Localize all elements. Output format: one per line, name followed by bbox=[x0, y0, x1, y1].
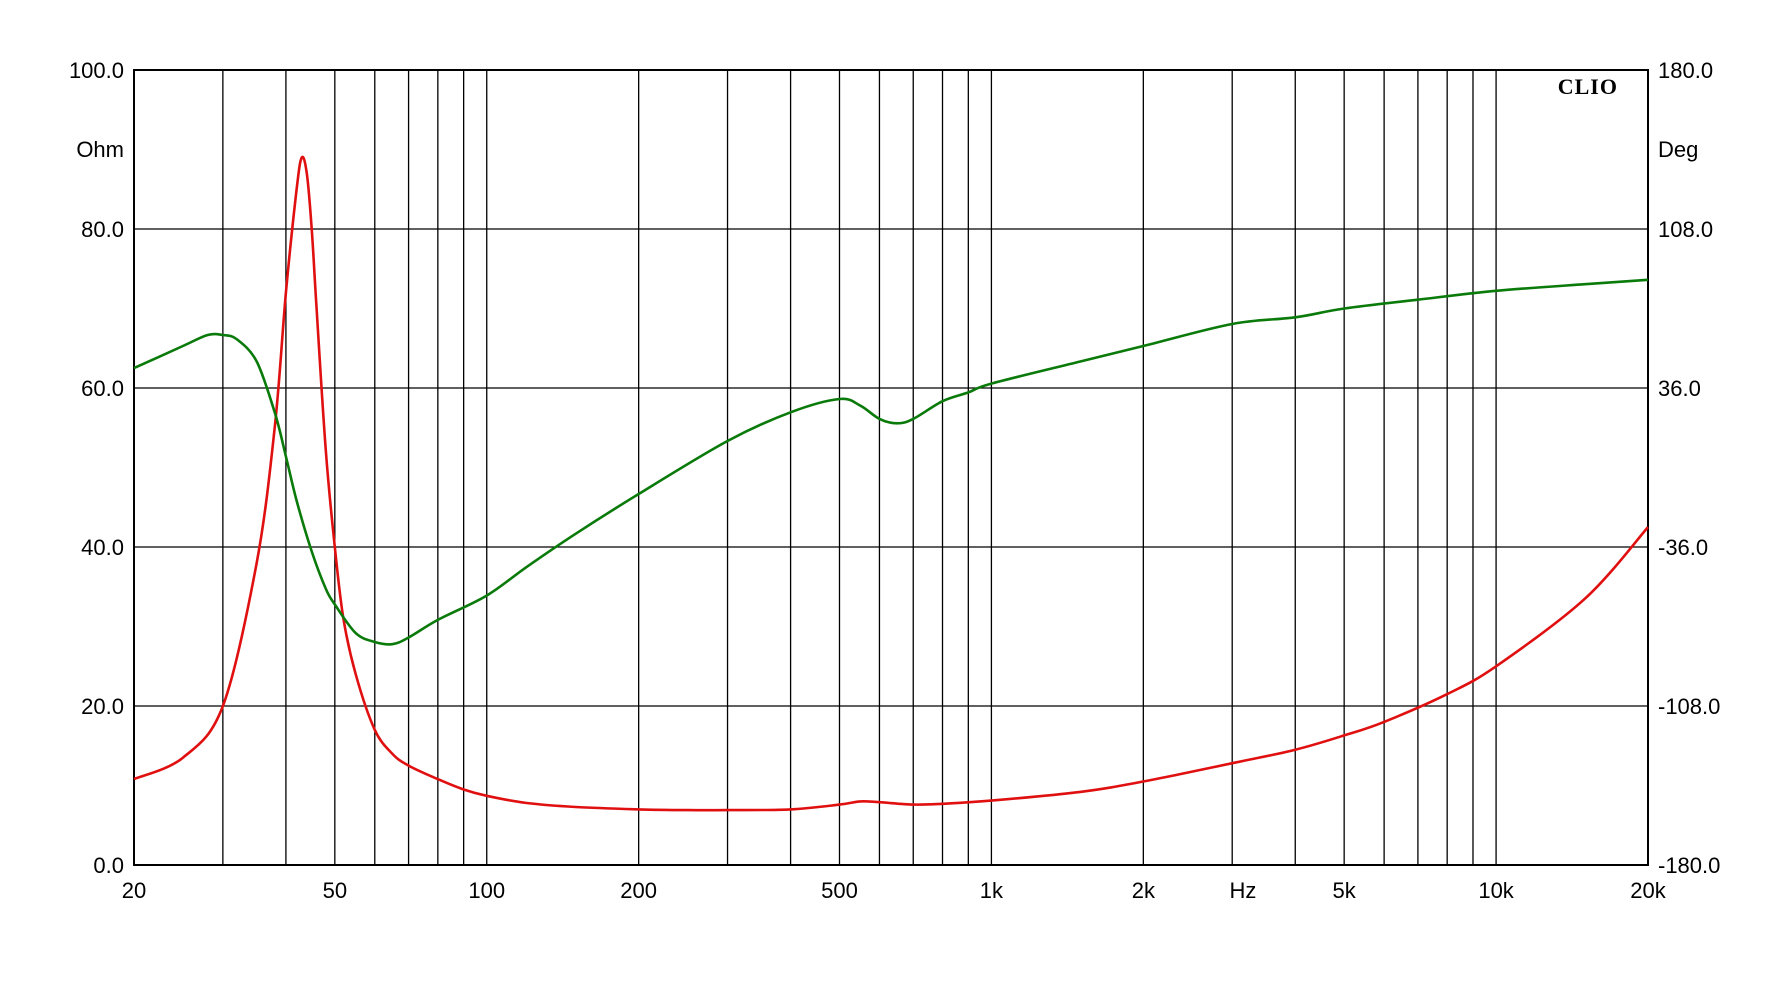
y-right-tick-labels: -180.0 -108.0 -36.0 36.0 108.0 180.0 bbox=[1658, 58, 1720, 878]
y-left-tick-label: 40.0 bbox=[81, 535, 124, 560]
y-right-tick-label: 36.0 bbox=[1658, 376, 1701, 401]
right-axis-unit: Deg bbox=[1658, 137, 1698, 162]
y-left-tick-label: 100.0 bbox=[69, 58, 124, 83]
left-axis-unit: Ohm bbox=[76, 137, 124, 162]
y-right-tick-label: 180.0 bbox=[1658, 58, 1713, 83]
y-gridlines bbox=[134, 228, 1648, 707]
x-tick-label: 20 bbox=[122, 878, 146, 903]
y-right-tick-label: -36.0 bbox=[1658, 535, 1708, 560]
x-tick-label: 20k bbox=[1630, 878, 1666, 903]
x-axis-unit: Hz bbox=[1229, 878, 1256, 903]
y-left-tick-label: 80.0 bbox=[81, 217, 124, 242]
x-gridlines bbox=[222, 70, 1649, 865]
x-tick-label: 200 bbox=[620, 878, 657, 903]
clio-logo: CLIO bbox=[1558, 74, 1618, 99]
x-tick-label: 50 bbox=[323, 878, 347, 903]
phase-series-line bbox=[133, 278, 1649, 646]
y-right-tick-label: -180.0 bbox=[1658, 853, 1720, 878]
y-left-tick-label: 60.0 bbox=[81, 376, 124, 401]
y-left-tick-label: 20.0 bbox=[81, 694, 124, 719]
y-right-tick-label: -108.0 bbox=[1658, 694, 1720, 719]
x-tick-label: 1k bbox=[980, 878, 1004, 903]
x-tick-labels: 20 50 100 200 500 1k 2k 5k 10k 20k bbox=[122, 878, 1667, 903]
y-left-tick-labels: 0.0 20.0 40.0 60.0 80.0 100.0 bbox=[69, 58, 124, 878]
x-tick-label: 100 bbox=[468, 878, 505, 903]
x-tick-label: 5k bbox=[1333, 878, 1357, 903]
series-layer bbox=[133, 155, 1649, 812]
y-left-tick-label: 0.0 bbox=[93, 853, 124, 878]
x-tick-label: 2k bbox=[1132, 878, 1156, 903]
x-tick-label: 10k bbox=[1478, 878, 1514, 903]
y-right-tick-label: 108.0 bbox=[1658, 217, 1713, 242]
impedance-series-line bbox=[133, 155, 1649, 812]
plot-frame bbox=[133, 69, 1649, 866]
x-tick-label: 500 bbox=[821, 878, 858, 903]
